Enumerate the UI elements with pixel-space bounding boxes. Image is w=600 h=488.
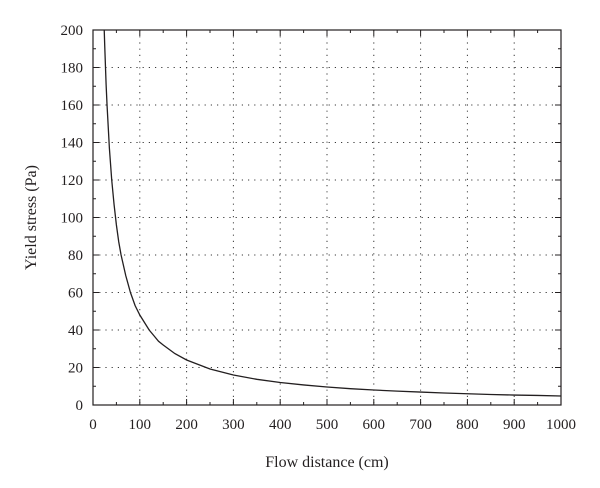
y-tick-label: 40 (68, 323, 83, 339)
x-tick-label: 200 (175, 417, 198, 433)
x-tick-labels: 0 100 200 300 400 500 600 700 800 900 1000 (89, 417, 576, 433)
y-tick-label: 80 (68, 248, 83, 264)
x-tick-label: 400 (269, 417, 292, 433)
axis-ticks (92, 29, 562, 406)
x-tick-label: 1000 (546, 417, 576, 433)
y-tick-label: 180 (61, 61, 84, 77)
y-axis-title: Yield stress (Pa) (23, 165, 40, 270)
y-tick-label: 60 (68, 286, 83, 302)
x-tick-label: 500 (316, 417, 339, 433)
x-axis-title: Flow distance (cm) (265, 454, 389, 471)
x-tick-label: 700 (409, 417, 432, 433)
y-tick-label: 20 (68, 361, 83, 377)
x-tick-label: 300 (222, 417, 245, 433)
y-tick-label: 140 (61, 136, 84, 152)
y-tick-label: 100 (61, 211, 84, 227)
grid (93, 30, 561, 405)
x-tick-label: 0 (89, 417, 97, 433)
plot-frame (92, 29, 562, 406)
x-tick-label: 100 (129, 417, 152, 433)
x-tick-label: 900 (503, 417, 526, 433)
y-tick-labels: 0 20 40 60 80 100 120 140 160 180 200 (61, 23, 84, 414)
y-tick-label: 0 (76, 398, 84, 414)
y-tick-label: 120 (61, 173, 84, 189)
y-tick-label: 160 (61, 98, 84, 114)
x-tick-label: 600 (363, 417, 386, 433)
series-line (103, 29, 562, 397)
x-tick-label: 800 (456, 417, 479, 433)
y-tick-label: 200 (61, 23, 84, 39)
